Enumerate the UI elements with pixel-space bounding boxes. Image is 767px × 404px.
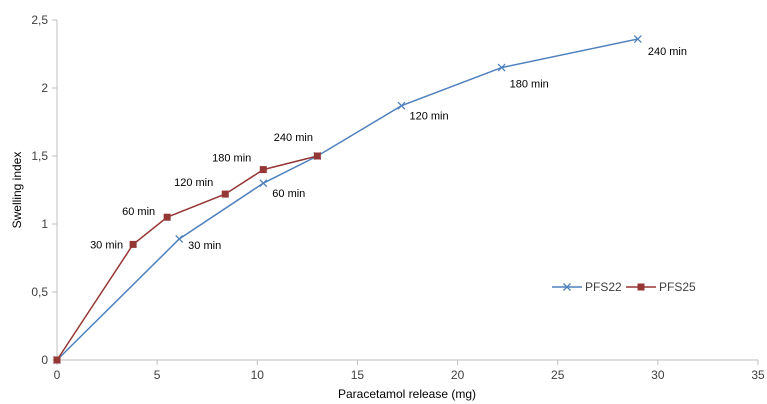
point-label-pfs22: 30 min: [188, 240, 221, 252]
ticks: 0 5 10 15 20 25 30 35 0 0,5 1 1,5 2 2,5: [31, 13, 765, 382]
point-label-pfs22: 180 min: [510, 79, 549, 91]
x-tick-label: 15: [351, 368, 365, 382]
x-tick-label: 35: [751, 368, 765, 382]
legend-label-pfs22: PFS22: [585, 280, 622, 294]
x-tick-label: 10: [251, 368, 265, 382]
x-tick-label: 5: [154, 368, 161, 382]
y-tick-label: 2,5: [31, 13, 48, 27]
x-tick-label: 30: [651, 368, 665, 382]
point-label-pfs22: 60 min: [272, 188, 305, 200]
series-line-pfs22: [56, 38, 638, 361]
y-tick-label: 0,5: [31, 285, 48, 299]
point-labels: 30 min 60 min 120 min 180 min 240 min 30 min 6…: [90, 46, 687, 252]
legend: PFS22 PFS25: [552, 280, 696, 294]
x-axis-title: Paracetamol release (mg): [338, 387, 476, 401]
point-label-pfs25: 120 min: [174, 177, 213, 189]
data-point-pfs22: [633, 35, 642, 43]
point-label-pfs22: 120 min: [409, 111, 448, 123]
data-point-pfs25: [221, 190, 229, 198]
point-label-pfs25: 60 min: [122, 206, 155, 218]
y-tick-label: 0: [41, 353, 48, 367]
y-axis-title: Swelling index: [10, 152, 24, 229]
series-line-pfs25: [56, 155, 318, 361]
x-tick-label: 20: [451, 368, 465, 382]
point-label-pfs25: 180 min: [212, 153, 251, 165]
data-point-pfs22: [397, 101, 406, 110]
series-pfs25: [53, 152, 321, 364]
data-point-pfs25: [313, 152, 321, 160]
y-tick-label: 1,5: [31, 149, 48, 163]
point-label-pfs25: 240 min: [274, 132, 313, 144]
legend-marker-pfs25: [637, 283, 645, 291]
series-layer: [53, 35, 642, 364]
x-tick-label: 25: [551, 368, 565, 382]
data-point-pfs25: [53, 356, 61, 364]
data-point-pfs25: [163, 213, 171, 221]
y-tick-label: 1: [41, 217, 48, 231]
series-pfs22: [53, 35, 642, 364]
point-label-pfs25: 30 min: [90, 239, 123, 251]
data-point-pfs25: [129, 240, 137, 248]
legend-marker-pfs22: [563, 283, 571, 291]
y-tick-label: 2: [41, 81, 48, 95]
point-label-pfs22: 240 min: [648, 46, 687, 58]
data-point-pfs22: [175, 235, 184, 243]
data-point-pfs25: [259, 166, 267, 174]
data-point-pfs22: [259, 179, 268, 188]
x-tick-label: 0: [54, 368, 61, 382]
data-point-pfs22: [497, 63, 506, 72]
legend-label-pfs25: PFS25: [659, 280, 696, 294]
axes: [56, 20, 758, 361]
